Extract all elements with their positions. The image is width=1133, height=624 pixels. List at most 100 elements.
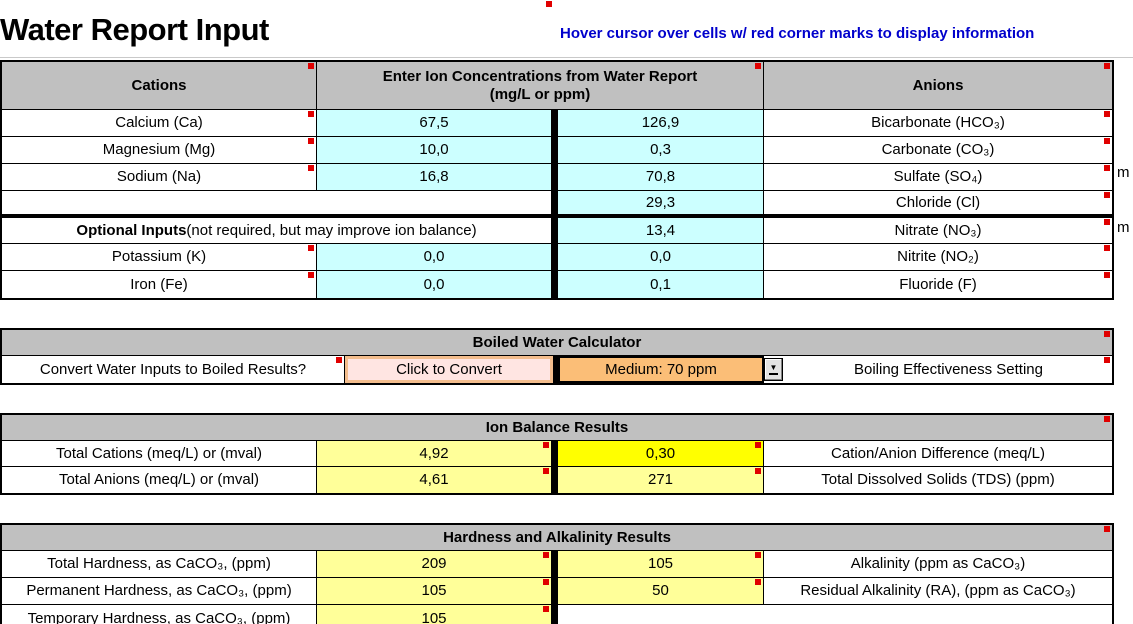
sulfate-label: Sulfate (SO₄) [764, 164, 1112, 190]
table-row: Sodium (Na) 16,8 70,8 Sulfate (SO₄) [2, 164, 1112, 191]
iron-input[interactable]: 0,0 [317, 271, 552, 298]
chevron-down-icon: ▼ [769, 363, 778, 372]
convert-question-label: Convert Water Inputs to Boiled Results? [2, 356, 345, 383]
calcium-input[interactable]: 67,5 [317, 110, 552, 136]
fluoride-label: Fluoride (F) [764, 271, 1112, 298]
hardness-header: Hardness and Alkalinity Results [2, 525, 1112, 551]
truncated-cell-text: m [1117, 164, 1130, 181]
chloride-input[interactable]: 29,3 [558, 191, 764, 214]
boiling-effectiveness-dropdown[interactable]: ▼ [764, 358, 783, 381]
sulfate-input[interactable]: 70,8 [558, 164, 764, 190]
table-row: 29,3 Chloride (Cl) [2, 191, 1112, 218]
nitrate-label: Nitrate (NO₃) [764, 218, 1112, 243]
sodium-input[interactable]: 16,8 [317, 164, 552, 190]
red-corner-mark [1104, 138, 1110, 144]
red-corner-mark [755, 552, 761, 558]
residual-alkalinity-value: 50 [558, 578, 764, 604]
anions-header: Anions [764, 62, 1112, 109]
temporary-hardness-label: Temporary Hardness, as CaCO₃, (ppm) [2, 605, 317, 624]
sodium-label: Sodium (Na) [2, 164, 317, 190]
total-hardness-label: Total Hardness, as CaCO₃, (ppm) [2, 551, 317, 577]
total-cations-value: 4,92 [317, 441, 552, 466]
result-row: Total Hardness, as CaCO₃, (ppm) 209 105 … [2, 551, 1112, 578]
column-divider [552, 467, 558, 493]
bicarbonate-label: Bicarbonate (HCO₃) [764, 110, 1112, 136]
optional-inputs-note: Optional Inputs (not required, but may i… [2, 218, 552, 243]
magnesium-input[interactable]: 10,0 [317, 137, 552, 163]
temporary-hardness-value: 105 [317, 605, 552, 624]
residual-alkalinity-label: Residual Alkalinity (RA), (ppm as CaCO₃) [800, 582, 1076, 600]
carbonate-label: Carbonate (CO₃) [764, 137, 1112, 163]
red-corner-mark [755, 579, 761, 585]
red-corner-mark [308, 63, 314, 69]
column-divider [552, 191, 558, 214]
potassium-label: Potassium (K) [2, 244, 317, 270]
truncated-cell-text: m [1117, 219, 1130, 236]
boiling-effectiveness-label: Boiling Effectiveness Setting [785, 356, 1112, 383]
empty-merged-cell [2, 191, 552, 214]
carbonate-input[interactable]: 0,3 [558, 137, 764, 163]
hardness-alkalinity-results: Hardness and Alkalinity Results Total Ha… [0, 523, 1114, 624]
iron-label: Iron (Fe) [2, 271, 317, 298]
ion-concentration-table: Cations Enter Ion Concentrations from Wa… [0, 60, 1114, 300]
red-corner-mark [308, 111, 314, 117]
red-corner-mark [546, 1, 552, 7]
red-corner-mark [755, 63, 761, 69]
red-corner-mark [1104, 111, 1110, 117]
optional-inputs-subtitle: (not required, but may improve ion balan… [186, 221, 477, 239]
result-row: Temporary Hardness, as CaCO₃, (ppm) 105 [2, 605, 1112, 624]
result-row: Total Cations (meq/L) or (mval) 4,92 0,3… [2, 441, 1112, 467]
boiled-water-row: Convert Water Inputs to Boiled Results? … [2, 356, 1112, 383]
column-divider [552, 578, 558, 604]
column-divider [552, 551, 558, 577]
red-corner-mark [543, 579, 549, 585]
red-corner-mark [543, 442, 549, 448]
red-corner-mark [755, 442, 761, 448]
table-row: Potassium (K) 0,0 0,0 Nitrite (NO₂) [2, 244, 1112, 271]
column-divider [552, 137, 558, 163]
red-corner-mark [1104, 526, 1110, 532]
nitrite-input[interactable]: 0,0 [558, 244, 764, 270]
alkalinity-value: 105 [558, 551, 764, 577]
nitrate-input[interactable]: 13,4 [558, 218, 764, 243]
permanent-hardness-label: Permanent Hardness, as CaCO₃, (ppm) [2, 578, 317, 604]
potassium-input[interactable]: 0,0 [317, 244, 552, 270]
calcium-label: Calcium (Ca) [2, 110, 317, 136]
tds-value: 271 [558, 467, 764, 493]
red-corner-mark [1104, 165, 1110, 171]
red-corner-mark [1104, 331, 1110, 337]
column-divider [552, 164, 558, 190]
optional-inputs-title: Optional Inputs [76, 221, 187, 239]
fluoride-input[interactable]: 0,1 [558, 271, 764, 298]
result-row: Total Anions (meq/L) or (mval) 4,61 271 … [2, 467, 1112, 493]
concentrations-header-label: Enter Ion Concentrations from Water Repo… [382, 68, 698, 103]
column-divider [552, 244, 558, 270]
dropdown-button-cell: ▼ [764, 356, 785, 383]
result-row: Permanent Hardness, as CaCO₃, (ppm) 105 … [2, 578, 1112, 605]
column-divider [552, 110, 558, 136]
cations-header: Cations [2, 62, 317, 109]
chloride-label: Chloride (Cl) [764, 191, 1112, 214]
cation-anion-difference-value: 0,30 [558, 441, 764, 466]
red-corner-mark [308, 272, 314, 278]
hover-hint-text: Hover cursor over cells w/ red corner ma… [560, 25, 1035, 42]
red-corner-mark [1104, 272, 1110, 278]
page-title: Water Report Input [0, 12, 269, 47]
column-divider [552, 271, 558, 298]
total-cations-label: Total Cations (meq/L) or (mval) [2, 441, 317, 466]
table-row: Iron (Fe) 0,0 0,1 Fluoride (F) [2, 271, 1112, 298]
ion-balance-header: Ion Balance Results [2, 415, 1112, 441]
cation-anion-difference-label: Cation/Anion Difference (meq/L) [831, 444, 1045, 462]
red-corner-mark [1104, 63, 1110, 69]
column-divider [552, 218, 558, 243]
anions-header-label: Anions [912, 76, 964, 94]
cations-header-label: Cations [131, 76, 187, 94]
permanent-hardness-value: 105 [317, 578, 552, 604]
boiling-effectiveness-value[interactable]: Medium: 70 ppm [558, 356, 764, 383]
empty-cell [558, 605, 764, 624]
red-corner-mark [543, 606, 549, 612]
bicarbonate-input[interactable]: 126,9 [558, 110, 764, 136]
column-divider [552, 441, 558, 466]
click-to-convert-button[interactable]: Click to Convert [345, 356, 553, 383]
red-corner-mark [1104, 192, 1110, 198]
